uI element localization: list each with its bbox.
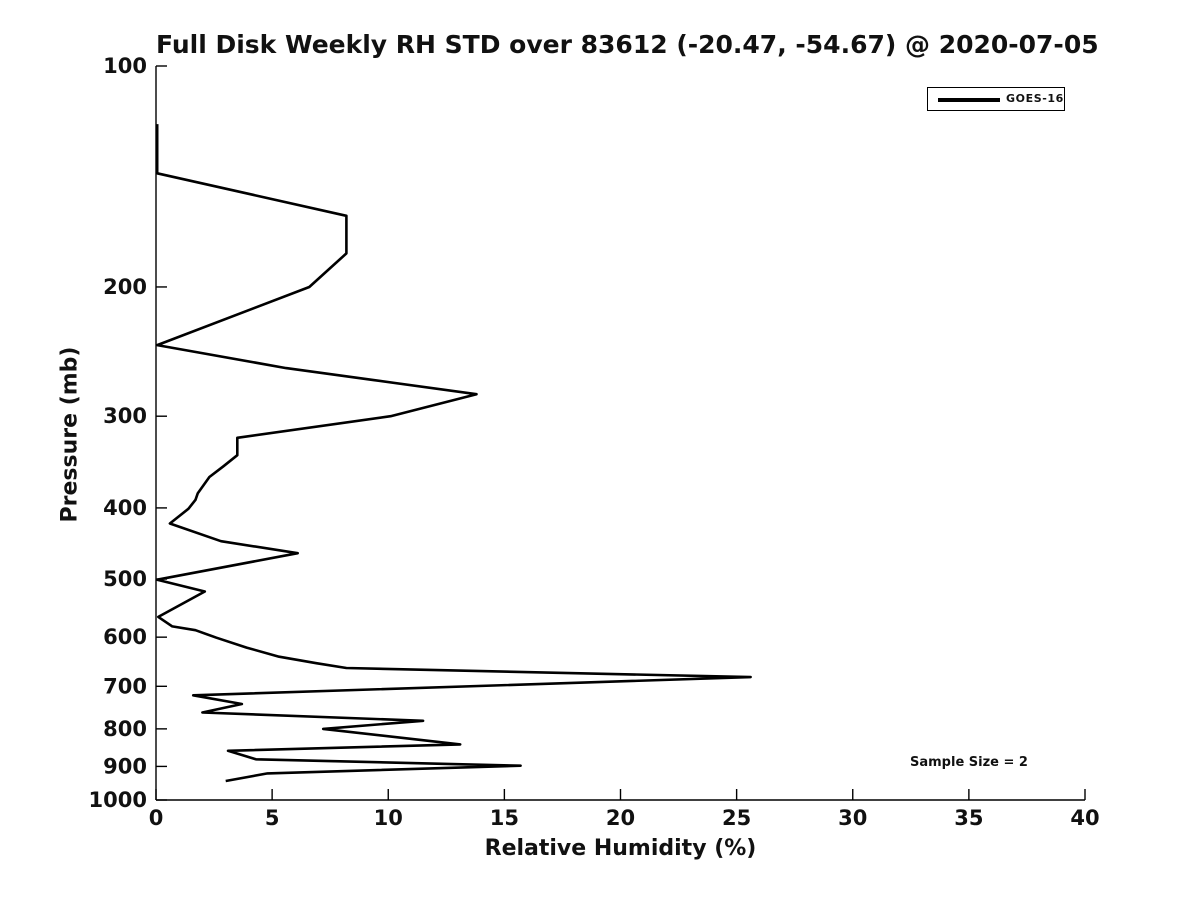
x-tick-label: 20	[606, 806, 635, 830]
data-line-goes-16	[155, 124, 752, 783]
x-tick-label: 15	[490, 806, 519, 830]
y-tick-label: 100	[103, 54, 147, 78]
legend: GOES-16	[927, 87, 1065, 111]
x-tick-label: 0	[149, 806, 164, 830]
chart-title: Full Disk Weekly RH STD over 83612 (-20.…	[156, 30, 1099, 59]
x-tick-label: 10	[374, 806, 403, 830]
legend-line-swatch	[938, 98, 1000, 102]
x-tick-label: 25	[722, 806, 751, 830]
y-axis-label: Pressure (mb)	[57, 346, 83, 523]
x-tick-label: 35	[954, 806, 983, 830]
y-tick-label: 900	[103, 754, 147, 778]
x-axis-label: Relative Humidity (%)	[484, 836, 757, 861]
y-tick-label: 1000	[89, 788, 147, 812]
y-tick-label: 400	[103, 496, 147, 520]
y-tick-label: 600	[103, 625, 147, 649]
y-tick-label: 500	[103, 567, 147, 591]
y-tick-label: 700	[103, 674, 147, 698]
x-tick-label: 40	[1070, 806, 1099, 830]
sample-size-annotation: Sample Size = 2	[910, 755, 1028, 770]
legend-label: GOES-16	[1006, 92, 1064, 105]
y-tick-label: 300	[103, 404, 147, 428]
y-tick-label: 200	[103, 275, 147, 299]
x-tick-label: 30	[838, 806, 867, 830]
y-tick-label: 800	[103, 717, 147, 741]
x-tick-label: 5	[265, 806, 280, 830]
